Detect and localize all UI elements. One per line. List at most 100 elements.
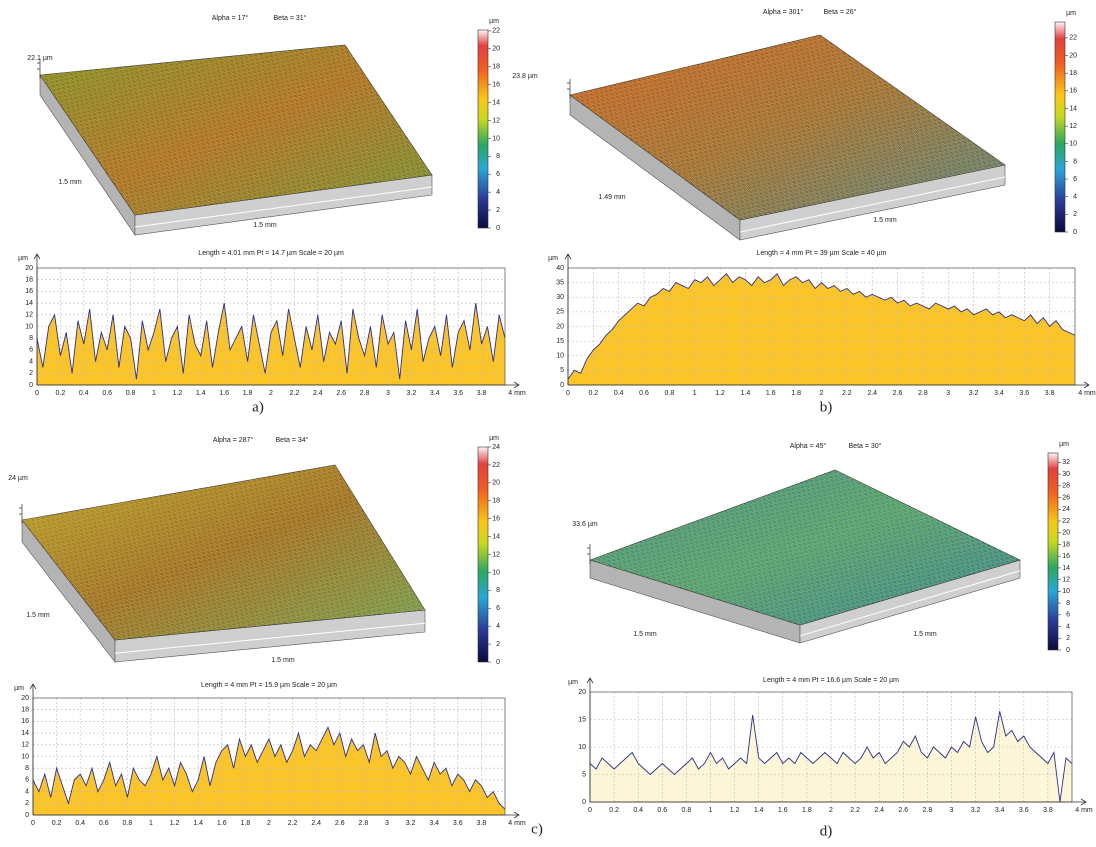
panel-caption: a) [252, 399, 264, 415]
colorbar-tick-label: 6 [1073, 176, 1077, 183]
x-tick-label: 2.4 [874, 807, 884, 814]
y-tick-label: 14 [25, 300, 33, 307]
x-tick-label: 1.6 [778, 807, 788, 814]
panel-caption: b) [820, 399, 833, 415]
y-axis-arrow [33, 253, 41, 385]
y-tick-label: 30 [556, 294, 564, 301]
side-label: 1.5 mm [633, 631, 657, 638]
x-tick-label: 2 [829, 807, 833, 814]
x-tick-label: 2.2 [842, 390, 852, 397]
y-tick-label: 5 [560, 367, 564, 374]
x-tick-label: 1.2 [173, 390, 183, 397]
colorbar-tick-label: 12 [492, 551, 500, 558]
y-axis-label: µm [18, 255, 28, 262]
x-tick-label: 2.8 [359, 820, 369, 827]
colorbar [477, 446, 489, 663]
colorbar-tick-label: 6 [1066, 612, 1070, 619]
x-tick-label: 0 [35, 390, 39, 397]
colorbar-tick-label: 0 [1066, 647, 1070, 654]
x-tick-label: 3.2 [407, 390, 417, 397]
x-tick-label: 3.8 [1045, 390, 1055, 397]
colorbar-tick-label: 20 [1062, 530, 1070, 537]
colorbar-tick-label: 14 [1062, 565, 1070, 572]
colorbar-tick-label: 8 [1073, 158, 1077, 165]
x-tick-label: 1.2 [715, 390, 725, 397]
y-tick-label: 4 [29, 358, 33, 365]
colorbar-tick-label: 24 [492, 444, 500, 451]
colorbar-tick-label: 16 [1069, 88, 1077, 95]
colorbar-tick-label: 12 [1062, 576, 1070, 583]
x-tick-label: 2.2 [290, 390, 300, 397]
y-tick-label: 20 [578, 689, 586, 696]
x-tick-label: 1.2 [730, 807, 740, 814]
area-fill [590, 711, 1072, 802]
y-tick-label: 10 [21, 753, 29, 760]
height-label: 33.6 µm [572, 521, 598, 528]
x-tick-label: 1.6 [217, 820, 227, 827]
y-tick-label: 15 [578, 716, 586, 723]
x-tick-label: 1.4 [196, 390, 206, 397]
colorbar-tick-label: 20 [492, 46, 500, 53]
colorbar-tick-label: 2 [1073, 211, 1077, 218]
colorbar-tick-label: 22 [492, 28, 500, 35]
x-tick-label: 0.2 [588, 390, 598, 397]
colorbar-unit: µm [1066, 10, 1076, 17]
colorbar-tick-label: 24 [1062, 506, 1070, 513]
x-axis-arrow [37, 381, 520, 389]
y-tick-label: 4 [25, 788, 29, 795]
y-tick-label: 2 [29, 370, 33, 377]
x-tick-label: 4 mm [1075, 807, 1093, 814]
profile-line [589, 711, 1073, 803]
block-stripe [134, 186, 433, 228]
side-label: 1.5 mm [253, 222, 277, 229]
colorbar-tick-label: 14 [492, 99, 500, 106]
colorbar-tick-label: 12 [1069, 123, 1077, 130]
colorbar [1047, 452, 1059, 651]
y-tick-label: 8 [25, 765, 29, 772]
panel-caption: c) [531, 821, 543, 837]
colorbar-tick-label: 20 [1069, 52, 1077, 59]
y-axis-arrow [586, 677, 594, 802]
y-tick-label: 0 [560, 382, 564, 389]
x-tick-label: 2.4 [311, 820, 321, 827]
x-tick-label: 1 [709, 807, 713, 814]
x-tick-label: 0.4 [79, 390, 89, 397]
x-tick-label: 2.6 [893, 390, 903, 397]
x-tick-label: 3.4 [430, 390, 440, 397]
side-label: 1.49 mm [598, 194, 625, 201]
y-tick-label: 0 [582, 799, 586, 806]
y-axis-label: µm [568, 679, 578, 686]
x-tick-label: 0.8 [665, 390, 675, 397]
x-axis-arrow [590, 798, 1087, 806]
x-tick-label: 0.4 [75, 820, 85, 827]
x-tick-label: 3 [950, 807, 954, 814]
colorbar-tick-label: 8 [496, 587, 500, 594]
colorbar-tick-label: 6 [496, 171, 500, 178]
x-tick-label: 0.6 [657, 807, 667, 814]
x-tick-label: 0 [31, 820, 35, 827]
colorbar [477, 29, 489, 229]
x-tick-label: 4 mm [508, 820, 526, 827]
x-tick-label: 3 [385, 820, 389, 827]
height-label: 24 µm [8, 475, 28, 482]
surface-mesh [22, 465, 425, 640]
beta-label: Beta = 26° [824, 8, 857, 16]
x-tick-label: 1.2 [170, 820, 180, 827]
y-tick-label: 0 [29, 382, 33, 389]
x-tick-label: 1.8 [802, 807, 812, 814]
y-tick-label: 15 [556, 338, 564, 345]
colorbar-unit: µm [489, 435, 499, 442]
x-tick-label: 3.8 [477, 390, 487, 397]
x-tick-label: 0.8 [682, 807, 692, 814]
x-tick-label: 2 [820, 390, 824, 397]
alpha-label: Alpha = 301° [763, 8, 804, 16]
colorbar-tick-label: 18 [492, 498, 500, 505]
profile-title: Length = 4 mm Pt = 39 µm Scale = 40 µm [756, 250, 886, 257]
y-tick-label: 40 [556, 265, 564, 272]
colorbar-tick-label: 0 [496, 659, 500, 666]
profile-line [567, 273, 1076, 380]
y-tick-label: 2 [25, 800, 29, 807]
colorbar-tick-label: 0 [496, 225, 500, 232]
colorbar-unit: µm [1059, 441, 1069, 448]
y-axis-arrow [564, 253, 572, 385]
